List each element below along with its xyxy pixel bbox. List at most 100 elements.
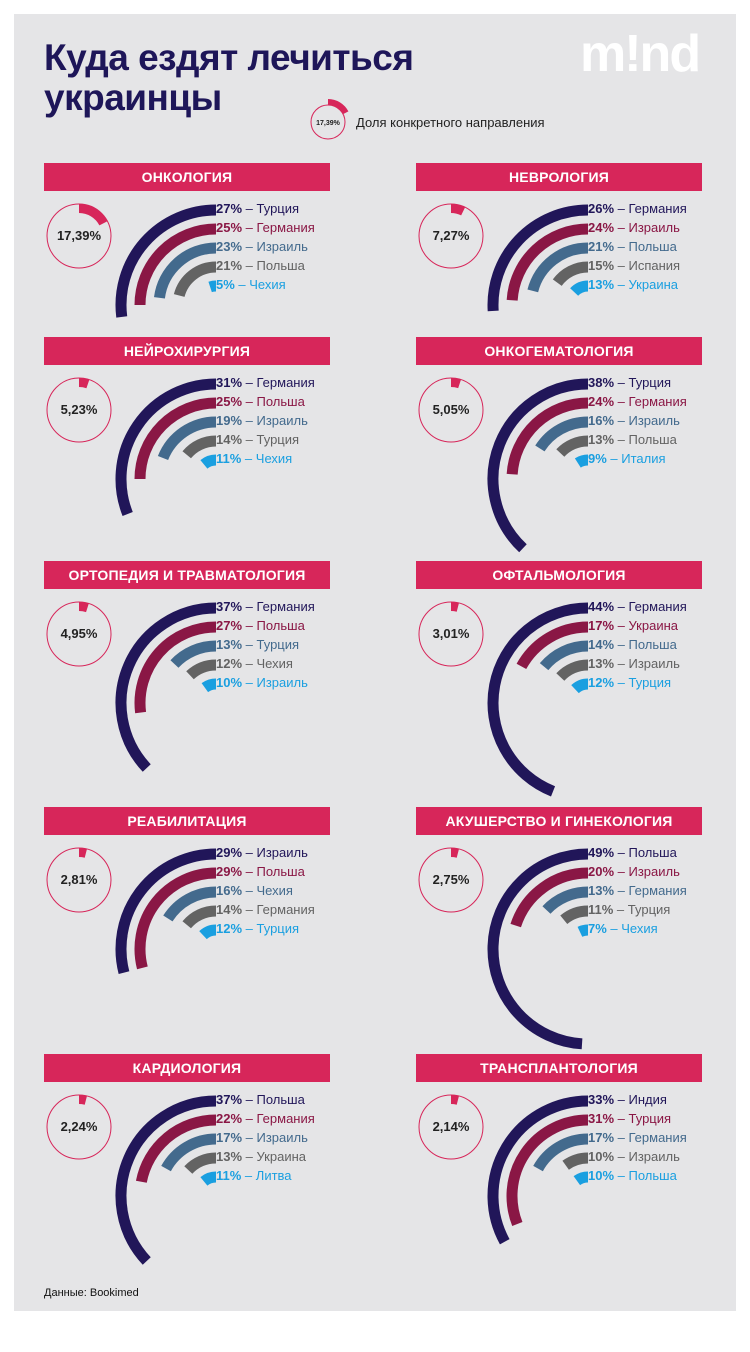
country-percent: 17% (588, 1130, 615, 1145)
separator: – (242, 845, 257, 860)
country-item: 13% – Украина (588, 277, 678, 293)
country-percent: 26% (588, 201, 615, 216)
separator: – (614, 675, 629, 690)
chart-section: ОРТОПЕДИЯ И ТРАВМАТОЛОГИЯ 4,95% 37% – Герм… (44, 561, 374, 772)
country-name: Польша (628, 1168, 677, 1183)
section-banner: ОРТОПЕДИЯ И ТРАВМАТОЛОГИЯ (44, 561, 330, 589)
country-name: Чехия (621, 921, 658, 936)
separator: – (614, 864, 629, 879)
country-percent: 9% (588, 451, 607, 466)
share-wedge (451, 1095, 459, 1105)
separator: – (614, 637, 629, 652)
country-percent: 12% (588, 675, 615, 690)
separator: – (241, 451, 256, 466)
country-name: Турция (256, 432, 300, 447)
country-item: 26% – Германия (588, 201, 687, 217)
radial-bar-mark (134, 397, 217, 480)
country-item: 33% – Индия (588, 1092, 667, 1108)
country-percent: 29% (216, 845, 243, 860)
country-name: Израиль (256, 1130, 308, 1145)
radial-bar-mark (153, 242, 217, 299)
radial-bar-mark (134, 867, 217, 970)
country-item: 16% – Чехия (216, 883, 293, 899)
country-name: Чехия (249, 277, 286, 292)
mind-logo: m!nd (580, 25, 701, 83)
country-item: 11% – Чехия (216, 451, 292, 467)
radial-bars (487, 378, 589, 553)
country-percent: 31% (588, 1111, 615, 1126)
separator: – (614, 258, 629, 273)
section-banner: КАРДИОЛОГИЯ (44, 1054, 330, 1082)
country-percent: 10% (216, 675, 243, 690)
country-item: 13% – Украина (216, 1149, 306, 1165)
country-percent: 33% (588, 1092, 615, 1107)
radial-bar-mark (527, 242, 589, 293)
source-note: Данные: Bookimed (44, 1287, 139, 1299)
country-percent: 13% (588, 277, 615, 292)
legend-ring: 17,39% (310, 99, 349, 140)
separator: – (242, 413, 257, 428)
radial-bar-mark (184, 1152, 217, 1174)
country-item: 31% – Турция (588, 1111, 671, 1127)
share-ring (418, 377, 484, 443)
radial-bar-mark (570, 280, 589, 297)
share-ring (418, 847, 484, 913)
country-percent: 37% (216, 599, 243, 614)
country-percent: 12% (216, 656, 243, 671)
country-item: 12% – Турция (588, 675, 671, 691)
share-ring (46, 1094, 112, 1160)
country-name: Израиль (256, 413, 308, 428)
country-name: Испания (628, 258, 681, 273)
country-item: 29% – Польша (216, 864, 305, 880)
country-percent: 25% (216, 394, 243, 409)
country-item: 21% – Польша (588, 239, 677, 255)
country-name: Турция (256, 201, 300, 216)
separator: – (614, 201, 629, 216)
share-ring (46, 601, 112, 667)
country-name: Израиль (628, 656, 680, 671)
separator: – (242, 1092, 257, 1107)
radial-bar-mark (571, 678, 589, 694)
country-item: 9% – Италия (588, 451, 666, 467)
page-title: Куда ездят лечиться украинцы (44, 38, 414, 118)
separator: – (614, 394, 629, 409)
country-name: Польша (628, 432, 677, 447)
country-percent: 11% (216, 1168, 242, 1183)
radial-bar-mark (487, 378, 589, 553)
section-banner: ТРАНСПЛАНТОЛОГИЯ (416, 1054, 702, 1082)
section-title: ОНКОГЕМАТОЛОГИЯ (484, 343, 634, 359)
country-name: Германия (628, 201, 687, 216)
separator: – (614, 239, 629, 254)
share-wedge (79, 378, 90, 389)
radial-bar-mark (510, 867, 589, 928)
country-percent: 19% (216, 413, 243, 428)
separator: – (242, 599, 257, 614)
country-percent: 27% (216, 618, 243, 633)
separator: – (241, 1168, 256, 1183)
share-wedge (451, 204, 466, 216)
separator: – (614, 277, 629, 292)
country-item: 27% – Турция (216, 201, 299, 217)
country-name: Израиль (628, 220, 680, 235)
country-name: Польша (256, 258, 305, 273)
country-item: 10% – Израиль (588, 1149, 680, 1165)
legend-sample-value: 17,39% (316, 120, 341, 127)
radial-bar-mark (556, 435, 589, 457)
country-percent: 24% (588, 394, 615, 409)
radial-bar-mark (487, 204, 589, 312)
section-title: НЕЙРОХИРУРГИЯ (123, 343, 251, 359)
country-percent: 17% (588, 618, 615, 633)
share-ring (418, 601, 484, 667)
radial-bar-mark (170, 640, 217, 668)
country-percent: 10% (588, 1149, 615, 1164)
country-name: Германия (256, 902, 315, 917)
radial-bar-mark (115, 1095, 217, 1265)
radial-bars (487, 848, 589, 1050)
radial-bar-mark (135, 1114, 217, 1183)
country-name: Израиль (628, 864, 680, 879)
radial-bar-mark (562, 1152, 589, 1170)
country-item: 21% – Польша (216, 258, 305, 274)
separator: – (614, 1130, 629, 1145)
separator: – (242, 618, 257, 633)
radial-bar-mark (487, 602, 589, 797)
